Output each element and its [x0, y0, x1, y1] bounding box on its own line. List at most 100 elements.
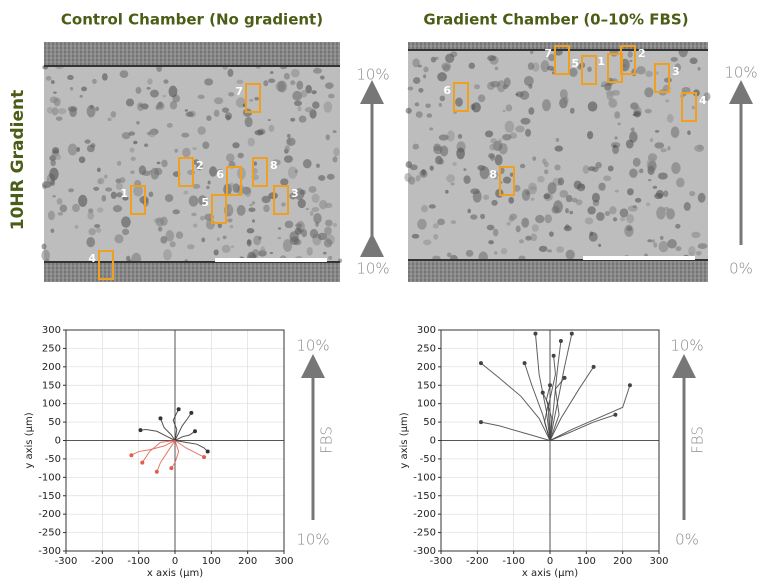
cell-blob	[207, 180, 211, 185]
cell-blob	[540, 60, 550, 73]
cell-blob	[311, 193, 320, 203]
cell-blob	[520, 117, 531, 125]
cell-blob	[57, 211, 64, 216]
cell-blob	[185, 111, 194, 117]
cell-blob	[697, 243, 708, 250]
cell-box	[130, 185, 146, 215]
trajectory	[549, 366, 595, 441]
cell-blob	[333, 147, 340, 157]
y-tick-label: 100	[42, 399, 61, 410]
cell-blob	[213, 249, 219, 256]
cell-blob	[519, 239, 524, 244]
cell-blob	[523, 75, 534, 87]
cell-blob	[79, 94, 83, 98]
cell-blob	[88, 227, 97, 236]
cell-blob	[438, 158, 444, 165]
cell-blob	[297, 223, 303, 228]
cell-blob	[188, 195, 199, 207]
cell-label: 4	[88, 252, 96, 265]
cell-blob	[316, 163, 320, 168]
cell-blob	[691, 105, 696, 110]
trajectory-end	[551, 353, 556, 358]
cell-blob	[565, 194, 573, 203]
cell-blob	[290, 117, 296, 122]
cell-box	[554, 45, 570, 75]
cell-blob	[697, 144, 703, 150]
cell-blob	[429, 165, 434, 171]
cell-blob	[644, 87, 654, 98]
cell-blob	[525, 235, 532, 241]
cell-blob	[555, 137, 560, 142]
cell-blob	[55, 116, 63, 121]
cell-blob	[165, 230, 175, 242]
cell-blob	[504, 120, 515, 133]
cell-blob	[639, 53, 643, 58]
cell-blob	[56, 198, 63, 205]
y-tick-label: 0	[430, 436, 436, 447]
cell-blob	[241, 186, 247, 193]
cell-blob	[619, 208, 629, 218]
cell-blob	[554, 164, 561, 171]
cell-blob	[277, 227, 282, 230]
channel-edge	[44, 262, 340, 282]
y-tick-label: -50	[420, 454, 436, 465]
trajectory-end	[205, 449, 210, 454]
cell-blob	[626, 214, 635, 224]
cell-blob	[93, 186, 100, 191]
cell-blob	[324, 226, 332, 236]
cell-blob	[697, 192, 706, 203]
cell-blob	[457, 134, 463, 139]
microscopy-image: 7 26 8 1 5 3 4	[41, 42, 343, 282]
cell-blob	[632, 205, 637, 209]
cell-blob	[325, 134, 330, 141]
y-axis-label: y axis (μm)	[24, 412, 35, 468]
x-tick-label: 300	[649, 556, 668, 567]
cell-box	[211, 194, 227, 224]
cell-label: 8	[489, 168, 497, 181]
cell-blob	[506, 221, 511, 226]
trajectory-end	[140, 460, 145, 465]
cell-blob	[107, 117, 112, 122]
cell-blob	[45, 75, 52, 81]
cell-blob	[571, 197, 578, 203]
cell-label: 4	[699, 94, 707, 107]
trajectory-end	[533, 331, 538, 336]
cell-blob	[654, 142, 665, 149]
cell-blob	[328, 255, 333, 260]
cell-blob	[658, 240, 669, 253]
cell-blob	[591, 192, 600, 203]
cell-blob	[603, 175, 612, 182]
cell-blob	[695, 250, 702, 256]
cell-blob	[222, 235, 227, 240]
cell-blob	[547, 249, 552, 253]
cell-blob	[490, 138, 497, 144]
trajectory-end	[478, 420, 483, 425]
cell-blob	[81, 86, 88, 92]
trajectory	[141, 440, 176, 463]
cell-blob	[530, 233, 538, 242]
cell-blob	[426, 113, 433, 118]
cell-blob	[94, 224, 101, 228]
cell-blob	[659, 235, 664, 240]
cell-blob	[157, 226, 163, 232]
cell-blob	[420, 205, 429, 213]
cell-blob	[456, 147, 465, 160]
cell-blob	[407, 86, 414, 91]
trajectory-end	[591, 364, 596, 369]
cell-blob	[559, 190, 569, 198]
y-tick-label: -100	[413, 472, 436, 483]
cell-blob	[119, 70, 129, 79]
gradient-label: 10%	[356, 66, 389, 84]
cell-blob	[237, 152, 244, 159]
cell-blob	[442, 64, 451, 72]
cell-blob	[508, 216, 515, 222]
cell-blob	[86, 105, 96, 118]
x-tick-label: -100	[127, 556, 150, 567]
cell-blob	[537, 175, 545, 183]
cell-blob	[166, 122, 173, 128]
trajectory-end	[154, 469, 159, 474]
cell-blob	[670, 126, 680, 138]
cell-blob	[666, 113, 674, 123]
gradient-label: 10%	[296, 337, 329, 355]
cell-blob	[328, 93, 335, 99]
